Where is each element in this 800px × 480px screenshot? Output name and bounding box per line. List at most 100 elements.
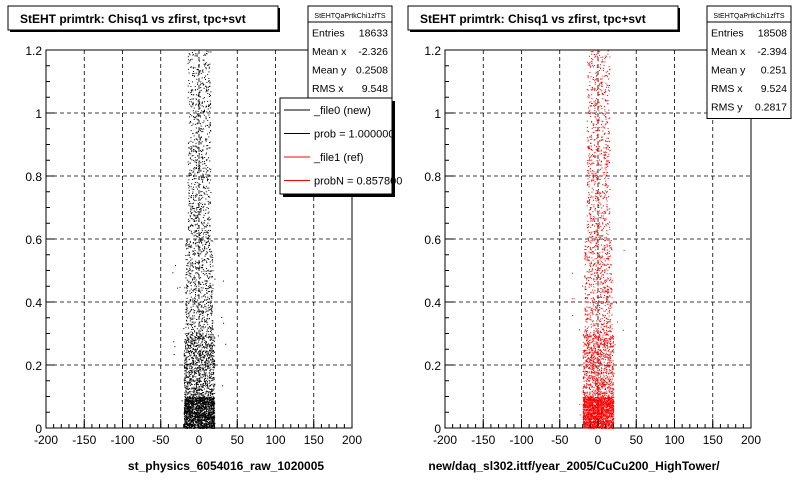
data-point: [192, 266, 194, 268]
data-point: [186, 340, 187, 342]
data-point: [197, 252, 199, 254]
data-point: [194, 424, 196, 426]
data-point: [191, 396, 193, 398]
data-point: [197, 100, 199, 102]
data-point: [212, 328, 214, 330]
data-point: [204, 321, 206, 323]
data-point: [208, 335, 210, 337]
x-tick-label: -200: [34, 433, 58, 447]
data-point: [200, 398, 202, 400]
data-point: [202, 337, 204, 339]
data-point: [213, 424, 214, 426]
data-point: [204, 299, 206, 301]
data-point: [198, 406, 200, 408]
data-point: [202, 425, 204, 427]
data-point: [187, 356, 189, 358]
data-point: [199, 338, 201, 340]
data-point: [200, 209, 202, 211]
data-point: [194, 403, 196, 405]
data-point: [194, 354, 196, 356]
data-point: [172, 272, 174, 274]
data-point: [217, 335, 219, 337]
data-point: [583, 414, 585, 416]
data-point: [190, 137, 192, 139]
data-point: [201, 362, 203, 364]
data-point: [206, 180, 208, 182]
scatter-points: [172, 50, 227, 429]
data-point: [188, 338, 190, 340]
data-point: [202, 417, 204, 418]
data-point: [201, 383, 203, 385]
data-point: [212, 389, 214, 391]
data-point: [202, 368, 204, 370]
data-point: [205, 397, 207, 398]
data-point: [190, 296, 192, 298]
data-point: [205, 417, 207, 419]
data-point: [189, 387, 190, 389]
data-point: [212, 326, 213, 328]
data-point: [201, 267, 203, 269]
data-point: [198, 153, 200, 155]
data-point: [187, 423, 189, 425]
data-point: [207, 288, 209, 290]
data-point: [188, 226, 190, 228]
data-point: [205, 350, 207, 352]
data-point: [212, 355, 213, 357]
data-point: [198, 250, 200, 252]
data-point: [206, 350, 208, 352]
data-point: [192, 402, 194, 404]
data-point: [185, 398, 187, 400]
data-point: [210, 345, 212, 346]
data-point: [209, 412, 211, 414]
data-point: [188, 409, 190, 411]
data-point: [197, 69, 199, 71]
data-point: [193, 195, 195, 197]
data-point: [190, 174, 192, 176]
data-point: [201, 422, 203, 424]
data-point: [198, 389, 200, 391]
data-point: [192, 186, 194, 188]
data-point: [213, 396, 215, 398]
data-point: [200, 70, 202, 72]
data-point: [209, 413, 211, 415]
data-point: [196, 233, 198, 234]
data-point: [203, 427, 205, 429]
data-point: [195, 168, 197, 170]
data-point: [190, 351, 192, 352]
data-point: [195, 378, 197, 380]
data-point: [205, 85, 207, 87]
data-point: [181, 400, 183, 402]
data-point: [200, 208, 202, 210]
data-point: [198, 168, 200, 170]
data-point: [197, 268, 199, 270]
data-point: [197, 367, 199, 368]
data-point: [584, 415, 586, 417]
data-point: [194, 418, 196, 420]
data-point: [201, 237, 203, 239]
data-point: [194, 407, 196, 409]
data-point: [189, 241, 191, 243]
data-point: [193, 424, 195, 426]
data-point: [205, 233, 207, 235]
data-point: [205, 308, 207, 310]
data-point: [612, 408, 614, 409]
data-point: [202, 364, 204, 365]
data-point: [592, 401, 594, 403]
data-point: [200, 367, 202, 369]
data-point: [189, 220, 191, 222]
data-point: [206, 347, 208, 349]
data-point: [205, 426, 207, 428]
data-point: [200, 202, 202, 204]
data-point: [210, 337, 212, 339]
data-point: [190, 400, 192, 401]
data-point: [193, 373, 195, 375]
data-point: [199, 90, 201, 92]
data-point: [207, 310, 209, 312]
data-point: [195, 403, 197, 404]
data-point: [188, 402, 190, 404]
data-point: [195, 167, 197, 169]
data-point: [186, 422, 188, 424]
data-point: [599, 414, 601, 416]
data-point: [195, 397, 197, 399]
data-point: [204, 406, 206, 408]
